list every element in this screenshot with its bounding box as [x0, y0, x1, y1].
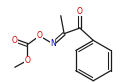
- Text: O: O: [37, 31, 42, 40]
- Text: O: O: [77, 7, 83, 16]
- Text: N: N: [50, 39, 56, 48]
- Text: O: O: [24, 56, 30, 65]
- Text: O: O: [12, 36, 18, 45]
